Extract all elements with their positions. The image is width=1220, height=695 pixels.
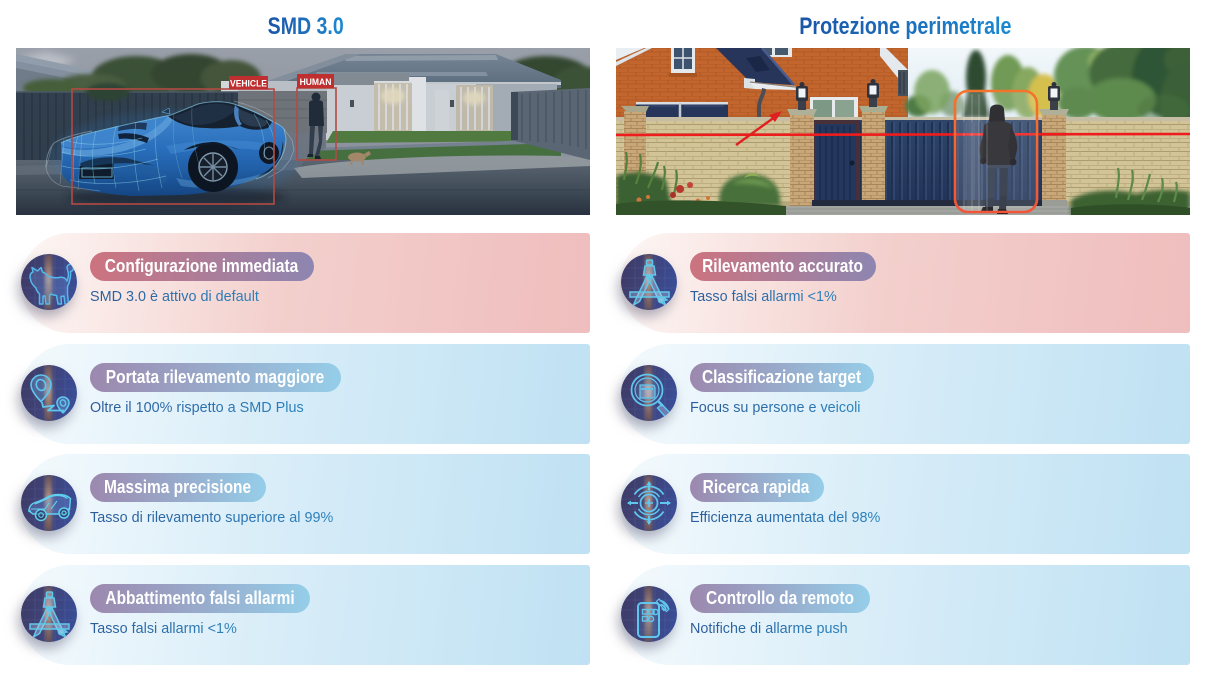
svg-text:HUMAN: HUMAN [299, 77, 331, 88]
svg-text:VEHICLE: VEHICLE [230, 78, 267, 89]
